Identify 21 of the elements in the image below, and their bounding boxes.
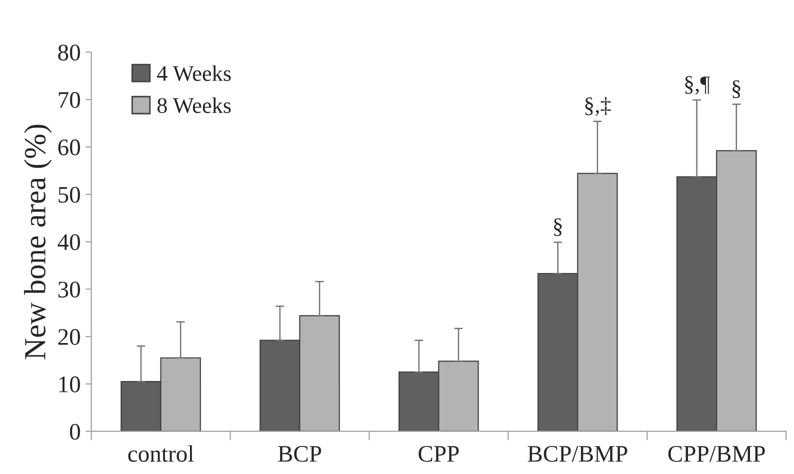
y-tick-label: 50 [58, 186, 80, 203]
x-tick-label: control [128, 445, 194, 462]
x-tick-label: BCP/BMP [528, 446, 628, 462]
y-tick-label: 70 [58, 92, 80, 108]
x-tick-label: CPP [418, 446, 459, 462]
annotation: § [732, 80, 740, 98]
y-tick-label: 60 [58, 139, 80, 156]
y-tick-label: 40 [58, 234, 80, 250]
legend-label: 8 Weeks [157, 97, 231, 114]
x-tick-label: CPP/BMP [668, 446, 765, 462]
annotation: §,¶ [685, 76, 710, 95]
y-tick-label: 0 [70, 424, 80, 440]
y-tick-label: 20 [58, 329, 80, 345]
x-tick-label: BCP [278, 446, 322, 462]
legend-label: 4 Weeks [157, 65, 231, 82]
y-tick-label: 30 [58, 282, 80, 298]
annotation: § [554, 218, 562, 236]
annotation: §,‡ [585, 97, 611, 116]
y-tick-label: 10 [59, 376, 80, 392]
y-tick-label: 80 [58, 44, 80, 61]
y-axis-title: New bone area (%) [24, 124, 52, 360]
